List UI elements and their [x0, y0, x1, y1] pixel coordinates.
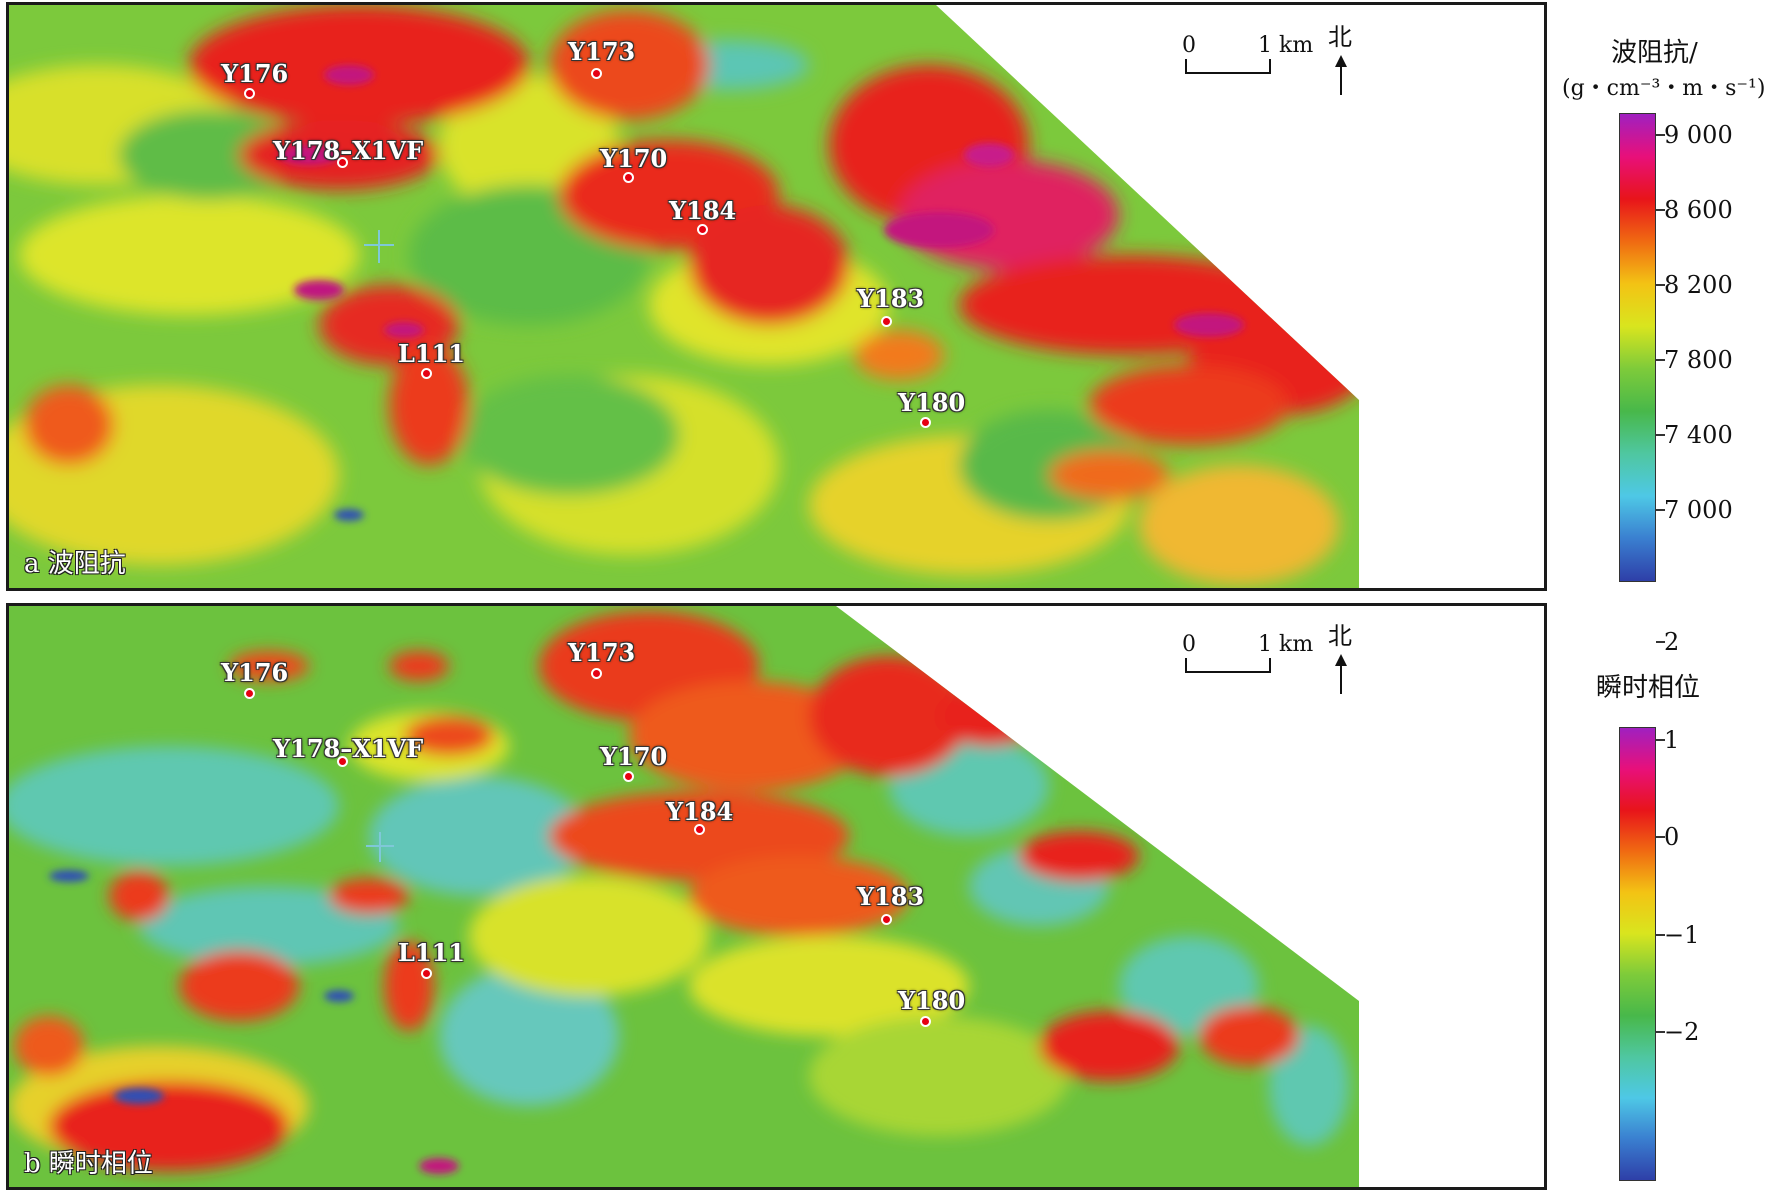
well-label: L111 [398, 938, 465, 967]
panel-a-caption: a 波阻抗 [24, 549, 126, 579]
impedance-map [9, 5, 1359, 588]
well-marker[interactable] [920, 417, 931, 428]
colorbar-tick-label: 8 200 [1664, 271, 1733, 299]
colorbar-tick-label: 7 400 [1664, 421, 1733, 449]
scale-end-label: 1 km [1258, 632, 1314, 657]
legend-a-title: 波阻抗/ [1611, 38, 1698, 68]
north-arrow-icon [1335, 654, 1347, 694]
phase-colorbar [1619, 727, 1656, 1181]
well-marker[interactable] [337, 157, 348, 168]
scale-end-label: 1 km [1258, 33, 1314, 58]
colorbar-tick [1656, 509, 1665, 511]
colorbar-tick [1656, 933, 1665, 936]
impedance-map-panel: a 波阻抗 Y176 Y173 Y178–X1VF Y170 Y184 Y183… [6, 2, 1547, 591]
well-marker[interactable] [881, 914, 892, 925]
colorbar-tick-label: 0 [1664, 823, 1680, 851]
panel-b-caption: b 瞬时相位 [24, 1149, 153, 1179]
well-marker[interactable] [244, 88, 255, 99]
colorbar-tick-label: 8 600 [1664, 196, 1733, 224]
well-marker[interactable] [623, 172, 634, 183]
well-marker[interactable] [591, 68, 602, 79]
well-marker[interactable] [881, 316, 892, 327]
colorbar-tick-label: 7 000 [1664, 496, 1733, 524]
well-label: Y170 [600, 742, 668, 771]
well-marker[interactable] [623, 771, 634, 782]
colorbar-tick [1656, 836, 1665, 838]
phase-map [9, 606, 1359, 1187]
well-label: Y183 [857, 284, 925, 313]
well-label: Y184 [669, 196, 737, 225]
well-label: Y180 [898, 388, 966, 417]
well-label: Y184 [666, 797, 734, 826]
scale-bar [1185, 59, 1271, 74]
colorbar-tick-label: 2 [1664, 628, 1680, 656]
well-label: Y176 [221, 59, 289, 88]
well-label: Y180 [898, 986, 966, 1015]
colorbar-tick [1656, 359, 1665, 361]
well-label: L111 [398, 339, 465, 368]
well-label: Y178–X1VF [273, 136, 424, 165]
colorbar-tick-label: 1 [1664, 725, 1680, 754]
north-arrow-icon [1335, 55, 1347, 95]
well-marker[interactable] [421, 368, 432, 379]
scale-bar [1185, 658, 1271, 673]
well-label: Y183 [857, 882, 925, 911]
colorbar-tick [1656, 641, 1665, 643]
well-label: Y176 [221, 658, 289, 687]
colorbar-tick-label: −1 [1664, 920, 1700, 949]
scale-start-label: 0 [1182, 632, 1196, 657]
well-label: Y170 [600, 144, 668, 173]
colorbar-tick [1656, 209, 1665, 211]
well-marker[interactable] [421, 968, 432, 979]
legend-a-unit: (g・cm⁻³・m・s⁻¹) [1562, 76, 1766, 101]
north-label: 北 [1328, 622, 1352, 650]
colorbar-tick-label: 7 800 [1664, 346, 1733, 374]
well-marker[interactable] [244, 688, 255, 699]
colorbar-tick [1656, 738, 1665, 741]
colorbar-tick [1656, 134, 1665, 136]
well-label: Y178–X1VF [273, 734, 424, 763]
well-marker[interactable] [337, 756, 348, 767]
colorbar-tick-label: 9 000 [1664, 121, 1733, 149]
well-marker[interactable] [694, 824, 705, 835]
north-label: 北 [1328, 23, 1352, 51]
well-marker[interactable] [591, 668, 602, 679]
colorbar-tick-label: −2 [1664, 1018, 1700, 1046]
phase-map-panel: b 瞬时相位 Y176 Y173 Y178–X1VF Y170 Y184 Y18… [6, 603, 1547, 1190]
colorbar-tick [1656, 1031, 1665, 1033]
colorbar-tick [1656, 434, 1665, 436]
well-label: Y173 [568, 638, 636, 667]
scale-start-label: 0 [1182, 33, 1196, 58]
impedance-colorbar [1619, 113, 1656, 582]
well-marker[interactable] [697, 224, 708, 235]
colorbar-tick [1656, 284, 1665, 286]
well-marker[interactable] [920, 1016, 931, 1027]
well-label: Y173 [568, 37, 636, 66]
legend-b-title: 瞬时相位 [1596, 673, 1701, 703]
